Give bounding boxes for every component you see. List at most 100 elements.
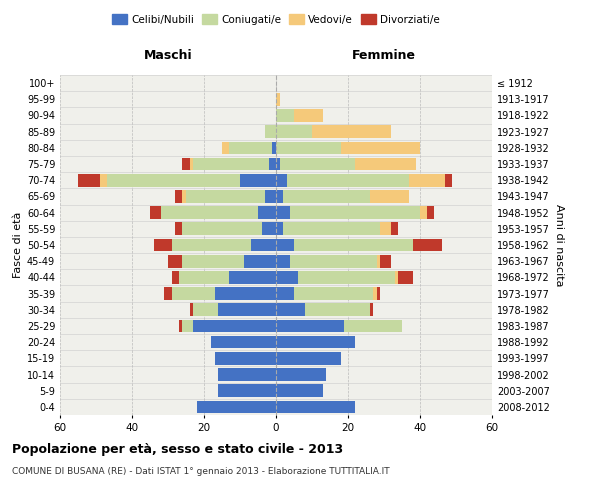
Bar (276, 384, 323, 397)
Bar (193, 158, 269, 170)
Bar (391, 222, 398, 235)
Bar (229, 271, 276, 283)
Bar (276, 255, 290, 268)
Bar (182, 158, 190, 170)
Bar (269, 158, 276, 170)
Y-axis label: Anni di nascita: Anni di nascita (554, 204, 564, 286)
Bar (190, 158, 193, 170)
Bar (215, 352, 276, 364)
Bar (265, 126, 276, 138)
Bar (370, 190, 409, 202)
Bar (240, 174, 276, 186)
Bar (427, 206, 434, 219)
Bar (222, 142, 229, 154)
Bar (168, 255, 182, 268)
Bar (276, 174, 287, 186)
Bar (218, 304, 276, 316)
Legend: Celibi/Nubili, Coniugati/e, Vedovi/e, Divorziati/e: Celibi/Nubili, Coniugati/e, Vedovi/e, Di… (108, 10, 444, 29)
Bar (172, 271, 179, 283)
Bar (179, 320, 182, 332)
Bar (164, 288, 172, 300)
Bar (420, 206, 427, 219)
Text: Femmine: Femmine (352, 49, 416, 62)
Bar (287, 174, 409, 186)
Bar (107, 174, 240, 186)
Bar (298, 271, 395, 283)
Bar (258, 206, 276, 219)
Bar (175, 190, 182, 202)
Bar (380, 255, 391, 268)
Bar (276, 336, 355, 348)
Bar (294, 109, 323, 122)
Bar (262, 222, 276, 235)
Bar (218, 368, 276, 381)
Bar (172, 288, 215, 300)
Bar (172, 238, 251, 252)
Bar (305, 304, 370, 316)
Bar (280, 158, 355, 170)
Text: Popolazione per età, sesso e stato civile - 2013: Popolazione per età, sesso e stato civil… (12, 442, 343, 456)
Bar (355, 158, 416, 170)
Bar (377, 255, 380, 268)
Bar (290, 206, 420, 219)
Bar (182, 320, 193, 332)
Bar (276, 222, 283, 235)
Bar (215, 288, 276, 300)
Bar (380, 222, 391, 235)
Bar (344, 320, 402, 332)
Y-axis label: Fasce di età: Fasce di età (13, 212, 23, 278)
Bar (290, 255, 377, 268)
Bar (398, 271, 413, 283)
Bar (161, 206, 258, 219)
Bar (182, 190, 186, 202)
Bar (276, 190, 283, 202)
Bar (276, 288, 294, 300)
Bar (154, 238, 172, 252)
Bar (409, 174, 445, 186)
Bar (193, 320, 276, 332)
Bar (182, 255, 244, 268)
Bar (229, 142, 272, 154)
Bar (276, 93, 280, 106)
Bar (276, 304, 305, 316)
Bar (251, 238, 276, 252)
Bar (283, 222, 380, 235)
Bar (276, 368, 326, 381)
Bar (186, 190, 265, 202)
Bar (276, 206, 290, 219)
Bar (312, 126, 391, 138)
Bar (341, 142, 420, 154)
Bar (377, 288, 380, 300)
Bar (190, 304, 193, 316)
Bar (283, 190, 370, 202)
Bar (211, 336, 276, 348)
Text: COMUNE DI BUSANA (RE) - Dati ISTAT 1° gennaio 2013 - Elaborazione TUTTITALIA.IT: COMUNE DI BUSANA (RE) - Dati ISTAT 1° ge… (12, 468, 389, 476)
Bar (276, 142, 341, 154)
Bar (175, 222, 182, 235)
Bar (150, 206, 161, 219)
Bar (445, 174, 452, 186)
Bar (197, 400, 276, 413)
Bar (276, 126, 312, 138)
Bar (294, 238, 413, 252)
Bar (276, 238, 294, 252)
Bar (276, 400, 355, 413)
Bar (78, 174, 100, 186)
Bar (218, 384, 276, 397)
Bar (276, 320, 344, 332)
Bar (413, 238, 442, 252)
Bar (272, 142, 276, 154)
Bar (395, 271, 398, 283)
Bar (276, 158, 280, 170)
Bar (179, 271, 229, 283)
Bar (182, 222, 262, 235)
Text: Maschi: Maschi (143, 49, 193, 62)
Bar (100, 174, 107, 186)
Bar (276, 352, 341, 364)
Bar (294, 288, 373, 300)
Bar (193, 304, 218, 316)
Bar (276, 271, 298, 283)
Bar (244, 255, 276, 268)
Bar (276, 109, 294, 122)
Bar (265, 190, 276, 202)
